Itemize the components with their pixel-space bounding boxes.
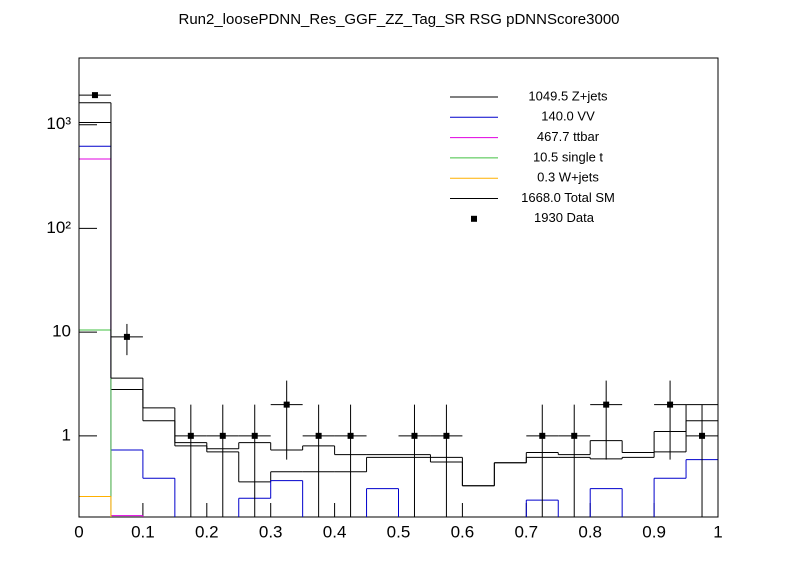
y-tick-label: 1 [62, 425, 71, 444]
x-tick-label: 0.3 [259, 522, 283, 541]
x-tick-label: 0.1 [131, 522, 155, 541]
x-tick-label: 0.2 [195, 522, 219, 541]
legend-label: 1930 Data [534, 210, 595, 225]
data-point [187, 432, 194, 439]
y-tick-label: 10² [46, 218, 71, 237]
data-point [411, 432, 418, 439]
legend-label: 0.3 W+jets [537, 170, 599, 185]
data-point [699, 432, 706, 439]
y-tick-label: 10³ [46, 114, 71, 133]
x-tick-label: 0.8 [578, 522, 602, 541]
y-tick-label: 10 [52, 322, 71, 341]
data-point [315, 432, 322, 439]
data-point [539, 432, 546, 439]
x-tick-label: 0.4 [323, 522, 347, 541]
x-tick-label: 0.7 [514, 522, 538, 541]
legend-label: 1668.0 Total SM [521, 190, 615, 205]
x-tick-label: 0.5 [387, 522, 411, 541]
data-point [443, 432, 450, 439]
legend-label: 140.0 VV [541, 109, 595, 124]
legend-label: 1049.5 Z+jets [528, 88, 608, 103]
legend-label: 467.7 ttbar [537, 129, 600, 144]
chart-title: Run2_loosePDNN_Res_GGF_ZZ_Tag_SR RSG pDN… [178, 11, 619, 28]
legend-marker [471, 215, 477, 222]
data-point [251, 432, 258, 439]
data-point [571, 432, 578, 439]
x-tick-label: 0 [74, 522, 83, 541]
data-point [123, 333, 130, 340]
x-tick-label: 1 [713, 522, 722, 541]
x-tick-label: 0.6 [451, 522, 475, 541]
legend-label: 10.5 single t [533, 149, 603, 164]
x-tick-label: 0.9 [642, 522, 666, 541]
data-point [91, 92, 98, 99]
data-point [667, 401, 674, 408]
data-point [603, 401, 610, 408]
data-point [283, 401, 290, 408]
data-point [219, 432, 226, 439]
data-point [347, 432, 354, 439]
